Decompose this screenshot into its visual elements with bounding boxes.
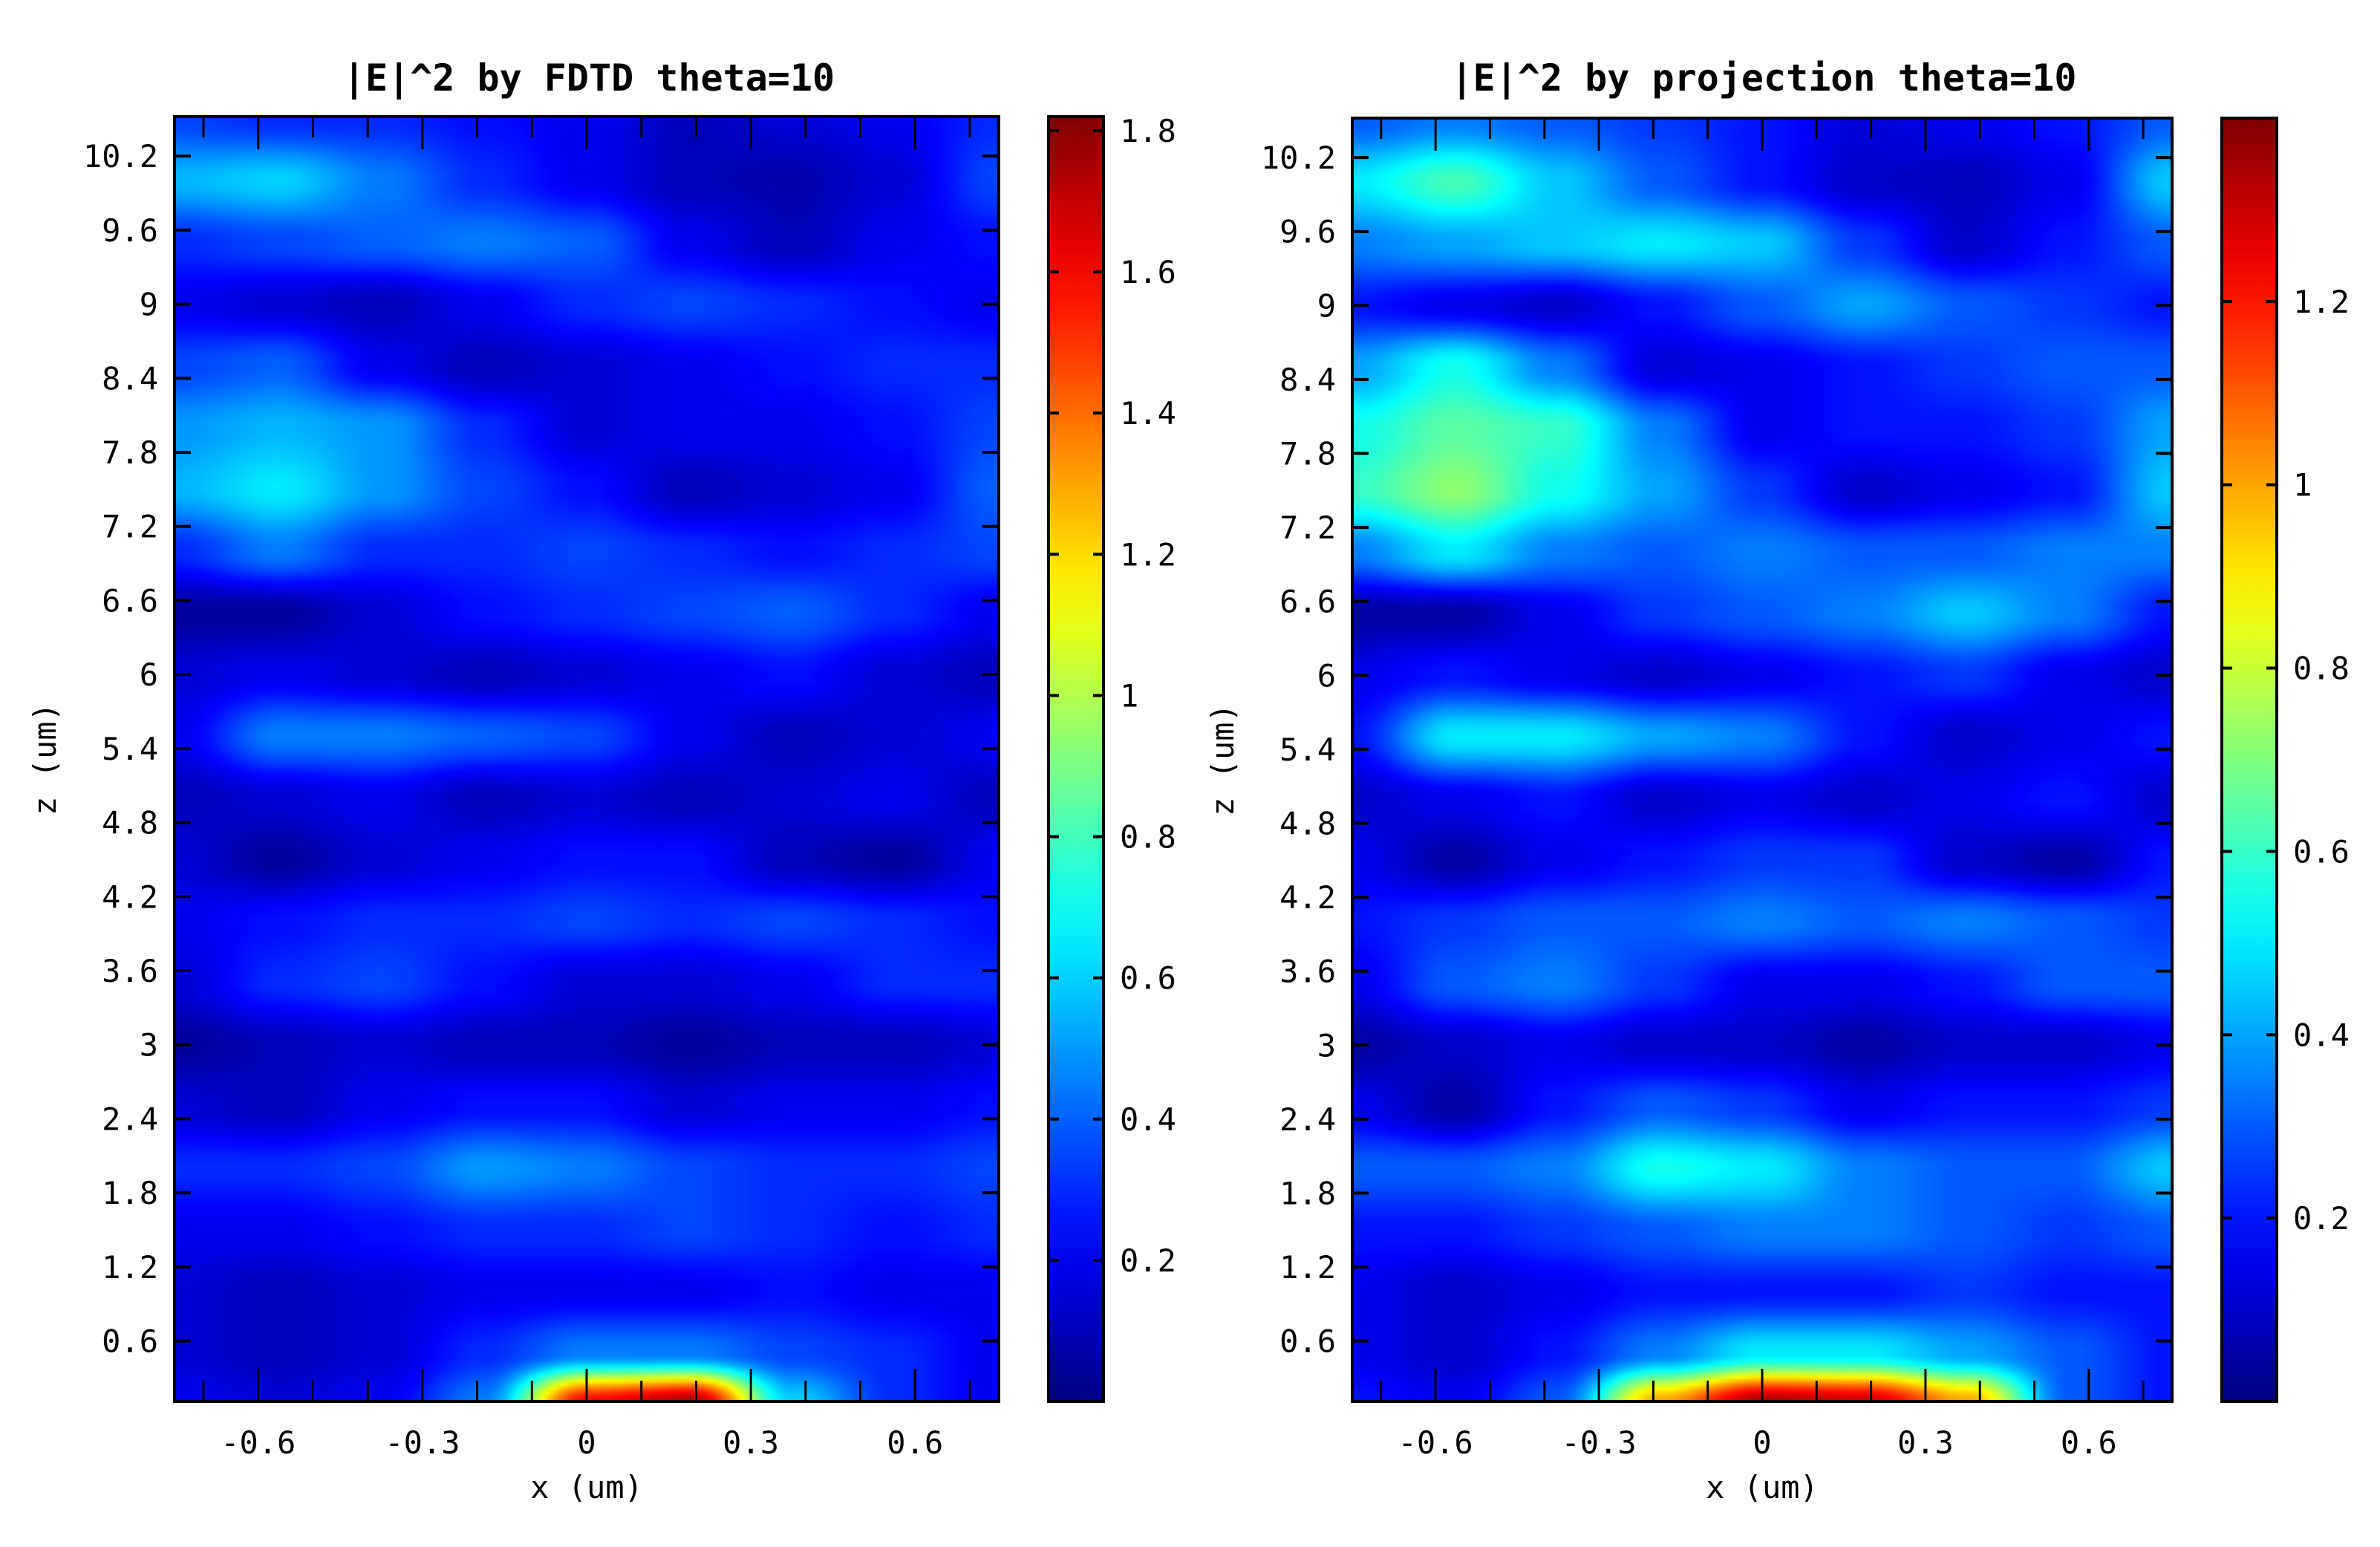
x-tick-label: 0.3 (1897, 1424, 1954, 1461)
y-tick-label: 3 (140, 1027, 158, 1064)
y-axis-label: z (um) (27, 703, 63, 815)
y-tick-label: 7.2 (1279, 509, 1336, 546)
y-tick-label: 8.4 (1279, 362, 1336, 398)
chart-title: |E|^2 by FDTD theta=10 (343, 56, 835, 100)
y-tick-label: 2.4 (1279, 1101, 1336, 1138)
colorbar-tick-label: 0.4 (1120, 1101, 1176, 1138)
x-axis-label: x (um) (1706, 1469, 1819, 1505)
colorbar-tick-label: 0.8 (2293, 651, 2350, 687)
y-tick-label: 1.2 (1279, 1249, 1336, 1286)
y-tick-label: 6.6 (1279, 584, 1336, 620)
y-tick-label: 5.4 (102, 731, 158, 767)
y-tick-label: 5.4 (1279, 732, 1336, 768)
colorbar-tick-label: 1 (2293, 467, 2312, 504)
y-tick-label: 7.8 (1279, 436, 1336, 472)
y-tick-label: 3.6 (102, 953, 158, 989)
y-tick-label: 2.4 (102, 1101, 158, 1137)
y-tick-label: 3.6 (1279, 954, 1336, 990)
y-tick-label: 1.8 (102, 1175, 158, 1211)
heatmap-image (175, 117, 999, 1401)
colorbar (1047, 115, 1105, 1403)
x-tick-label: 0 (1753, 1424, 1771, 1461)
y-tick-label: 4.8 (1279, 805, 1336, 841)
colorbar-tick-label: 0.6 (2293, 833, 2350, 870)
y-tick-label: 3 (1317, 1027, 1336, 1064)
colorbar-tick-label: 0.6 (1120, 960, 1176, 997)
x-tick-label: -0.3 (385, 1424, 460, 1461)
x-tick-label: 0.3 (723, 1424, 779, 1461)
y-tick-label: 9 (1317, 287, 1336, 324)
y-tick-label: 6 (1317, 657, 1336, 694)
x-tick-label: -0.6 (1398, 1424, 1473, 1461)
y-tick-label: 1.2 (102, 1249, 158, 1286)
chart-title: |E|^2 by projection theta=10 (1451, 56, 2077, 100)
colorbar-tick-label: 0.2 (1120, 1243, 1176, 1279)
heatmap-image (1352, 118, 2172, 1401)
colorbar-tick-label: 1.2 (1120, 536, 1176, 573)
y-tick-label: 7.2 (102, 509, 158, 545)
y-tick-label: 8.4 (102, 360, 158, 397)
y-tick-label: 4.8 (102, 805, 158, 841)
y-tick-label: 9 (140, 287, 158, 323)
y-tick-label: 1.8 (1279, 1175, 1336, 1211)
colorbar-tick-label: 1.8 (1120, 113, 1176, 149)
panel-projection: -0.6 -0.3 0 0.3 0.6 0.6 1.2 1.8 2.4 3 3.6 4.2 4.8 5.4… (1204, 56, 2350, 1505)
y-tick-label: 9.6 (102, 212, 158, 249)
y-tick-label: 6 (140, 657, 158, 693)
x-tick-label: 0 (577, 1424, 596, 1461)
x-tick-label: -0.3 (1562, 1424, 1637, 1461)
colorbar-tick-label: 0.2 (2293, 1200, 2350, 1237)
colorbar-tick-label: 1 (1120, 677, 1138, 714)
y-tick-label: 9.6 (1279, 214, 1336, 250)
y-tick-label: 7.8 (102, 434, 158, 471)
y-tick-label: 6.6 (102, 582, 158, 619)
colorbar-tick-label: 1.4 (1120, 395, 1176, 431)
y-tick-label: 4.2 (102, 879, 158, 915)
x-tick-label: -0.6 (221, 1424, 296, 1461)
x-tick-label: 0.6 (887, 1424, 943, 1461)
y-axis-label: z (um) (1204, 703, 1241, 816)
y-tick-label: 0.6 (1279, 1323, 1336, 1360)
colorbar-tick-label: 0.4 (2293, 1017, 2350, 1053)
y-tick-label: 10.2 (1261, 140, 1336, 176)
colorbar (2220, 117, 2278, 1403)
y-tick-label: 0.6 (102, 1323, 158, 1360)
y-tick-label: 4.2 (1279, 879, 1336, 916)
x-axis-label: x (um) (530, 1469, 643, 1505)
colorbar-tick-label: 0.8 (1120, 819, 1176, 856)
colorbar-tick-label: 1.2 (2293, 284, 2350, 320)
x-tick-label: 0.6 (2061, 1424, 2117, 1461)
y-tick-label: 10.2 (83, 138, 158, 175)
colorbar-tick-label: 1.6 (1120, 254, 1176, 290)
panel-fdtd: -0.6 -0.3 0 0.3 0.6 0.6 1.2 1.8 2.4 3 3.6 4.2 4.8 5.4… (27, 56, 1176, 1505)
